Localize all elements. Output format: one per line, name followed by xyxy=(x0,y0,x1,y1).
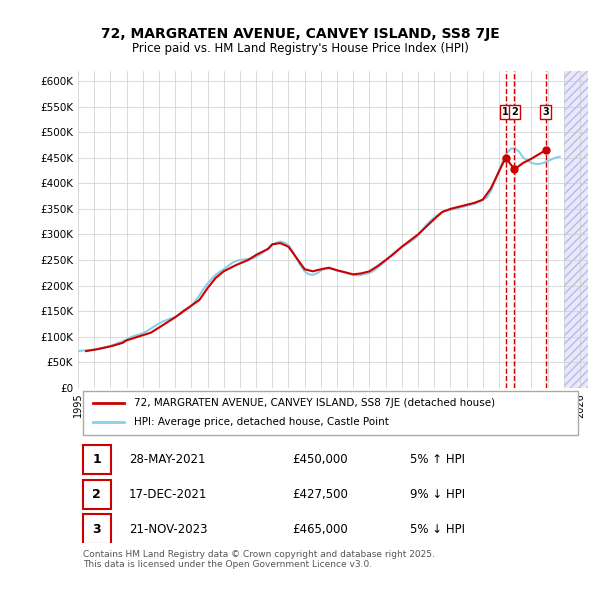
FancyBboxPatch shape xyxy=(83,445,111,474)
Text: 2: 2 xyxy=(511,107,518,117)
Text: Price paid vs. HM Land Registry's House Price Index (HPI): Price paid vs. HM Land Registry's House … xyxy=(131,42,469,55)
FancyBboxPatch shape xyxy=(83,480,111,509)
Text: 3: 3 xyxy=(542,107,549,117)
FancyBboxPatch shape xyxy=(83,391,578,435)
Text: 72, MARGRATEN AVENUE, CANVEY ISLAND, SS8 7JE (detached house): 72, MARGRATEN AVENUE, CANVEY ISLAND, SS8… xyxy=(134,398,495,408)
Text: 3: 3 xyxy=(92,523,101,536)
Text: 5% ↓ HPI: 5% ↓ HPI xyxy=(409,523,464,536)
Text: 9% ↓ HPI: 9% ↓ HPI xyxy=(409,488,464,501)
Text: £427,500: £427,500 xyxy=(292,488,348,501)
Text: 21-NOV-2023: 21-NOV-2023 xyxy=(129,523,208,536)
FancyBboxPatch shape xyxy=(83,514,111,544)
Text: 28-MAY-2021: 28-MAY-2021 xyxy=(129,453,205,466)
Text: 72, MARGRATEN AVENUE, CANVEY ISLAND, SS8 7JE: 72, MARGRATEN AVENUE, CANVEY ISLAND, SS8… xyxy=(101,27,499,41)
Bar xyxy=(564,71,588,388)
Text: 5% ↑ HPI: 5% ↑ HPI xyxy=(409,453,464,466)
Text: 2: 2 xyxy=(92,488,101,501)
Text: 1: 1 xyxy=(92,453,101,466)
Text: £465,000: £465,000 xyxy=(292,523,348,536)
Text: £450,000: £450,000 xyxy=(292,453,348,466)
Text: 1: 1 xyxy=(502,107,509,117)
Text: HPI: Average price, detached house, Castle Point: HPI: Average price, detached house, Cast… xyxy=(134,418,389,428)
Text: Contains HM Land Registry data © Crown copyright and database right 2025.
This d: Contains HM Land Registry data © Crown c… xyxy=(83,550,435,569)
Text: 17-DEC-2021: 17-DEC-2021 xyxy=(129,488,208,501)
